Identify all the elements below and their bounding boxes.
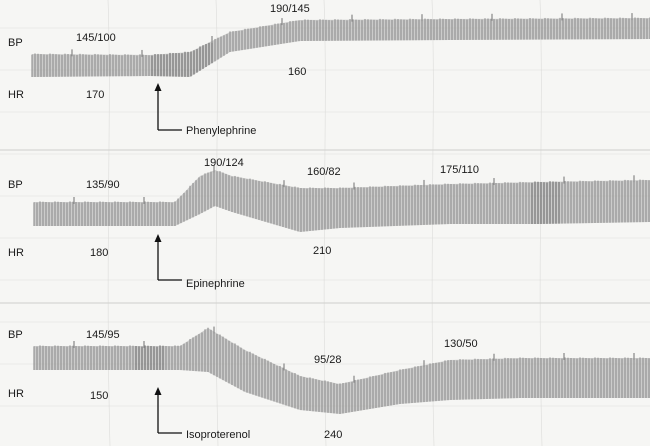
pressure-envelope (34, 328, 650, 414)
bp-trace-isoproterenol (33, 326, 650, 414)
hr-axis-label: HR (8, 247, 24, 259)
hr-value-baseline: 170 (86, 89, 104, 101)
hr-value-baseline: 150 (90, 390, 108, 402)
drug-label: Epinephrine (186, 278, 245, 290)
bp-value-after: 175/110 (440, 164, 479, 176)
pressure-envelope (34, 170, 650, 232)
drug-label: Phenylephrine (186, 125, 256, 137)
hr-axis-label: HR (8, 89, 24, 101)
bp-value-baseline: 145/95 (86, 329, 120, 341)
bp-axis-label: BP (8, 37, 23, 49)
bp-axis-label: BP (8, 329, 23, 341)
injection-arrow (154, 83, 182, 131)
panel-isoproterenol: BP HR 145/95 95/28 130/50 150 240 Isopro… (8, 326, 650, 441)
bp-value-peak: 190/124 (204, 157, 244, 169)
hr-value-after: 210 (313, 245, 331, 257)
panel-epinephrine: BP HR 135/90 190/124 160/82 175/110 180 … (8, 157, 650, 290)
bp-value-mid: 160/82 (307, 166, 341, 178)
bp-value-baseline: 145/100 (76, 32, 116, 44)
pressure-envelope (32, 18, 650, 77)
drug-label: Isoproterenol (186, 429, 250, 441)
bp-value-after: 190/145 (270, 3, 310, 15)
injection-arrow (154, 234, 182, 281)
hr-value-after: 160 (288, 66, 306, 78)
injection-arrow (154, 387, 182, 434)
bp-value-after: 130/50 (444, 338, 478, 350)
bp-value-trough: 95/28 (314, 354, 342, 366)
hr-axis-label: HR (8, 388, 24, 400)
bp-value-baseline: 135/90 (86, 179, 120, 191)
grid-line (215, 0, 219, 446)
bp-trace-epinephrine (33, 165, 650, 232)
panel-phenylephrine: BP HR 145/100 190/145 170 160 Phenylephr… (8, 3, 650, 137)
bp-axis-label: BP (8, 179, 23, 191)
hr-value-baseline: 180 (90, 247, 108, 259)
bp-trace-phenylephrine (31, 13, 650, 77)
hr-value-after: 240 (324, 429, 342, 441)
